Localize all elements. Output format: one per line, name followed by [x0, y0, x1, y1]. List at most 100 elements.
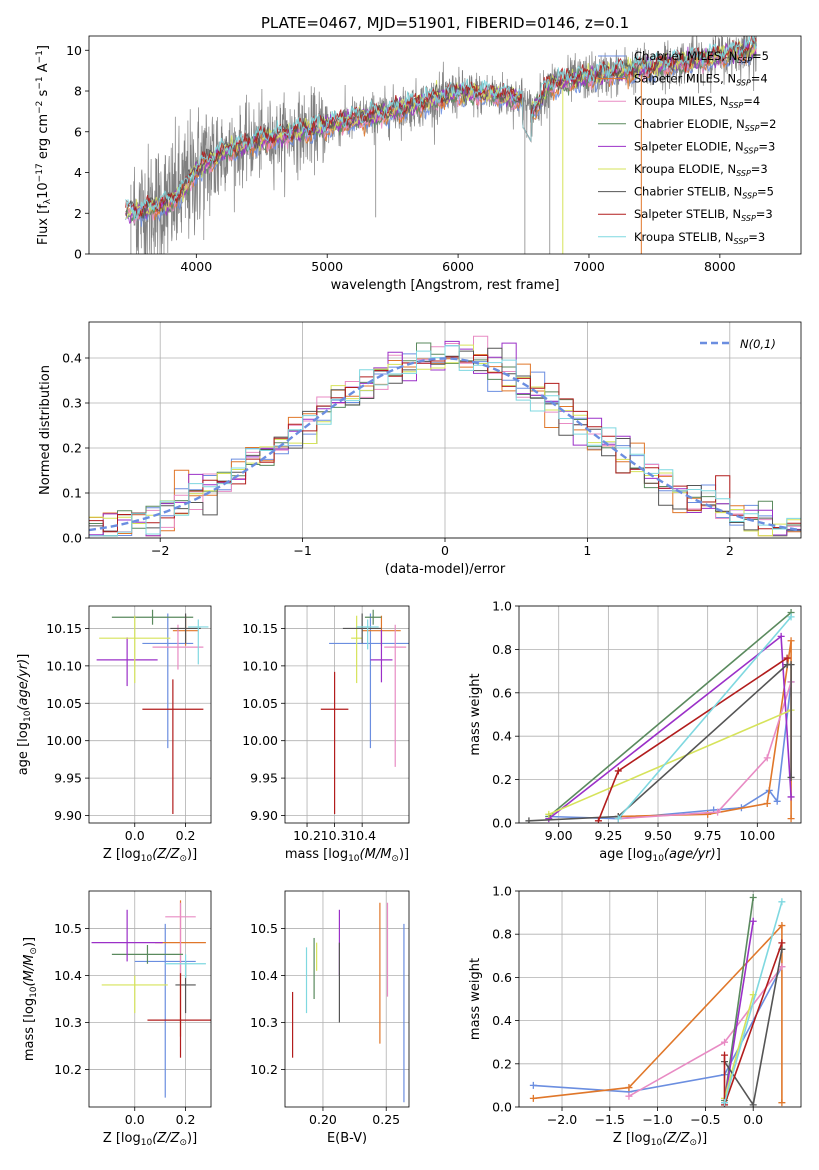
weight-series-salpeter-stelib: [594, 654, 791, 823]
x-tick-label: 9.75: [694, 828, 722, 843]
weight-marker: [777, 632, 785, 640]
weight-marker: [594, 817, 602, 823]
x-tick-label: −2.0: [547, 1112, 577, 1127]
axes-frame: [88, 890, 212, 1108]
label-part: Kroupa ELODIE, N: [634, 162, 736, 176]
panel-residuals: −2 −1 0 1 2 0.0 0.1 0.2 0.3 0.4 (data-model)/error…: [38, 321, 802, 577]
label-part: )]: [187, 847, 197, 862]
weight-series-kroupa-stelib: [614, 613, 795, 823]
x-tick-label: 0.0: [743, 1112, 763, 1127]
y-tick-label: 10.4: [250, 968, 278, 983]
label-part: age [log: [599, 847, 652, 862]
weight-line: [723, 897, 754, 1101]
x-axis-label: Z [log10(Z/Z⊙)]: [613, 1131, 707, 1148]
weight-marker: [787, 773, 795, 781]
weight-marker: [778, 963, 786, 971]
weight-marker: [787, 815, 795, 823]
y-tick-label: 0.0: [492, 1100, 512, 1115]
x-tick-label: 6000: [442, 259, 474, 274]
weight-marker: [787, 613, 795, 621]
y-tick-label: 6: [74, 124, 82, 139]
label-part: ]: [36, 45, 51, 50]
label-part: SSP: [736, 169, 751, 178]
label-part: SSP: [729, 101, 744, 110]
label-part: 10: [36, 182, 51, 199]
axes-frame: [88, 35, 802, 255]
weight-line: [723, 921, 754, 1103]
label-part: SSP: [742, 192, 757, 201]
weight-series-salpeter-elodie: [721, 917, 757, 1107]
label-part: −17: [35, 163, 45, 182]
label-part: age [log: [16, 722, 31, 775]
legend-label: Chabrier STELIB, NSSP=5: [634, 185, 774, 201]
y-tick-label: 10.05: [46, 696, 82, 711]
x-axis-label: (data-model)/error: [385, 562, 506, 577]
weight-line: [617, 616, 792, 820]
legend-label: N(0,1): [740, 337, 776, 351]
label-part: (age/yr): [664, 847, 716, 862]
label-part: Z [log: [613, 1131, 651, 1146]
y-tick-label: 1.0: [492, 884, 512, 899]
x-tick-label: 0: [441, 543, 449, 558]
y-tick-label: 2: [74, 206, 82, 221]
axes-frame: [518, 890, 802, 1108]
label-part: ⊙: [391, 854, 399, 864]
errorbar-chabrier-miles: [142, 613, 194, 749]
label-part: =4: [751, 72, 768, 86]
panel-mass-vs-z: 0.0 0.210.210.310.410.5Z [log10(Z/Z⊙)]mas…: [22, 890, 212, 1148]
label-part: Kroupa STELIB, N: [634, 230, 734, 244]
weight-marker: [778, 1099, 786, 1107]
y-tick-label: 4: [74, 165, 82, 180]
axes-frame: [518, 605, 802, 824]
label-part: mass [log: [285, 847, 348, 862]
label-part: mass [log: [22, 998, 37, 1061]
weight-line: [723, 901, 783, 1103]
y-tick-label: 0: [74, 247, 82, 262]
x-tick-label: 0.25: [372, 1112, 400, 1127]
errorbar-salpeter-stelib: [142, 679, 204, 815]
weight-marker: [783, 654, 791, 662]
weight-marker: [749, 893, 757, 901]
y-tick-label: 0.6: [492, 970, 512, 985]
x-axis-label: Z [log10(Z/Z⊙)]: [103, 1131, 197, 1148]
legend-label: Kroupa MILES, NSSP=4: [634, 94, 760, 110]
y-tick-label: 0.4: [492, 729, 512, 744]
weight-marker: [721, 1038, 729, 1046]
panel-weight-vs-z: −2.0 −1.5 −1.0 −0.5 0.0 0.0 0.2 0.4 0.6 0.8 1.0 Z […: [468, 884, 802, 1148]
plot-area-weight-vs-z: [529, 893, 786, 1107]
weight-marker: [721, 1099, 729, 1107]
weight-marker: [714, 808, 722, 816]
x-tick-label: −1.5: [595, 1112, 625, 1127]
label-part: =4: [743, 94, 760, 108]
label-part: )]: [399, 847, 409, 862]
x-tick-label: 10.2: [293, 828, 321, 843]
y-tick-label: 10.05: [242, 696, 278, 711]
plot-area-mass-vs-z: [91, 900, 211, 1098]
y-tick-label: 10.4: [54, 968, 82, 983]
y-tick-label: 0.6: [492, 685, 512, 700]
y-tick-label: 10.10: [242, 658, 278, 673]
weight-marker: [787, 661, 795, 669]
label-part: (Z/Z: [152, 1131, 180, 1146]
x-tick-label: 0.0: [125, 828, 145, 843]
y-axis-label: mass weight: [468, 958, 483, 1040]
x-axis-label: E(B-V): [327, 1131, 367, 1146]
errorbar-salpeter-stelib: [320, 671, 349, 815]
errorbar-kroupa-elodie: [351, 615, 363, 684]
y-tick-label: 10.3: [250, 1015, 278, 1030]
y-axis-label: Normed distribution: [38, 365, 53, 495]
x-tick-label: −0.5: [690, 1112, 720, 1127]
y-axis-label: age [log10(age/yr)]: [16, 654, 33, 776]
weight-marker: [778, 898, 786, 906]
y-tick-label: 10.00: [46, 733, 82, 748]
panel-spectrum: 4000 5000 6000 7000 8000 0 2 4 6 8 10 wavelength [A…: [35, 35, 802, 293]
weight-marker: [787, 793, 795, 801]
figure-title: PLATE=0467, MJD=51901, FIBERID=0146, z=0…: [261, 14, 629, 32]
errorbar-chabrier-elodie: [364, 609, 382, 625]
weight-marker: [749, 1101, 757, 1107]
label-part: −2: [35, 101, 45, 114]
y-tick-label: 10.15: [46, 621, 82, 636]
errorbar-chabrier-elodie: [111, 609, 194, 625]
label-part: =3: [758, 139, 775, 153]
label-part: =3: [756, 207, 773, 221]
